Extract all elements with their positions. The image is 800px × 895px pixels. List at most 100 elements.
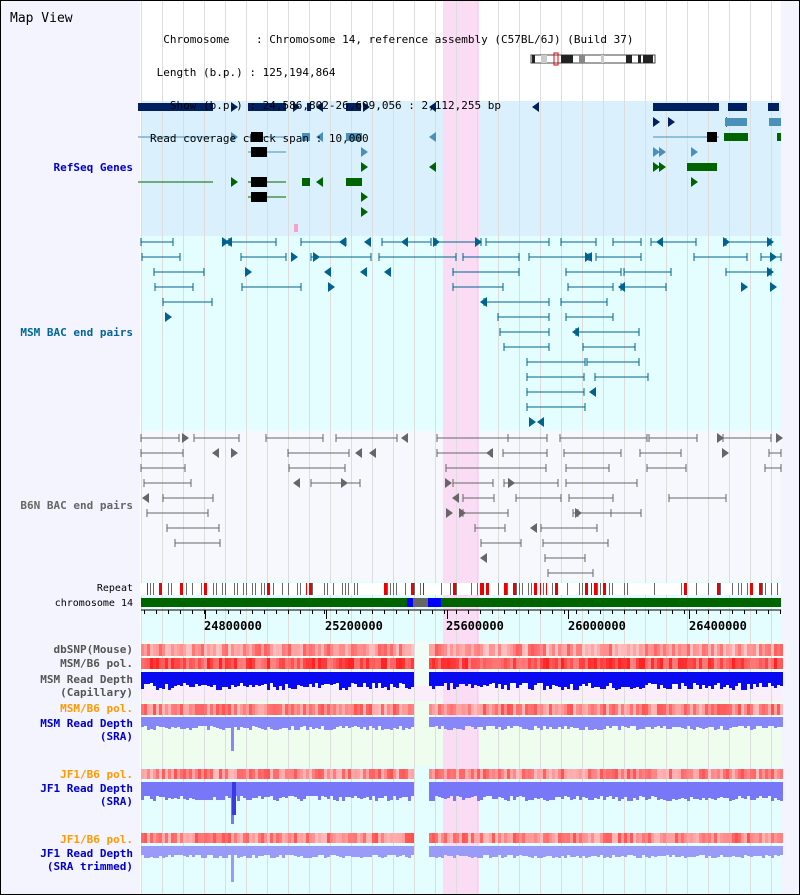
msm-cap-depth-bar [270, 672, 273, 683]
repeat-element [309, 583, 312, 595]
msm-cap-depth-bar [381, 672, 384, 688]
jf1-trim-depth-bar [777, 846, 780, 856]
msm-pol-heat-cell [606, 704, 609, 715]
dbsnp-heat-cell [687, 644, 690, 656]
msm-sra-depth-bar [504, 717, 507, 729]
repeat-element [591, 583, 592, 595]
track-label-jf1-b6-pol-2[interactable]: JF1/B6 pol. [60, 833, 133, 846]
jf1-trim-depth-bar [198, 846, 201, 855]
dbsnp-heat-cell [621, 644, 624, 656]
msm-sra-depth-bar [438, 717, 441, 729]
jf1-pol-heat-cell [276, 833, 279, 843]
jf1-pol-heat-cell [366, 833, 369, 843]
track-label-msm-b6-pol-1[interactable]: MSM/B6 pol. [60, 657, 133, 670]
jf1-pol-heat-cell [570, 769, 573, 779]
jf1-trim-depth-bar [465, 846, 468, 856]
msm-pol-heat-cell [378, 658, 381, 669]
jf1-trim-depth-bar [690, 846, 693, 857]
repeat-element [333, 583, 334, 595]
dbsnp-heat-cell [171, 644, 174, 656]
track-label-jf1-b6-pol-1[interactable]: JF1/B6 pol. [60, 768, 133, 781]
track-label-jf1-depth-sra[interactable]: JF1 Read Depth (SRA) [40, 782, 133, 808]
msm-pol-heat-cell [279, 658, 282, 669]
jf1-pol-heat-cell [621, 769, 624, 779]
repeat-element [201, 583, 202, 595]
dbsnp-heat-cell [606, 644, 609, 656]
track-label-msm-depth-capillary[interactable]: MSM Read Depth (Capillary) [40, 673, 133, 699]
msm-sra-depth-bar [576, 717, 579, 728]
msm-cap-depth-bar [501, 672, 504, 689]
msm-sra-depth-bar [282, 717, 285, 728]
msm-cap-depth-bar [393, 672, 396, 687]
jf1-trim-depth-bar [765, 846, 768, 855]
jf1-pol-heat-cell [441, 769, 444, 779]
jf1-pol-heat-cell [696, 833, 699, 843]
jf1-trim-depth-bar [321, 846, 324, 855]
msm-pol-heat-cell [327, 704, 330, 715]
track-label-jf1-depth-trimmed[interactable]: JF1 Read Depth (SRA trimmed) [40, 847, 133, 873]
msm-pol-heat-cell [774, 704, 777, 715]
msm-pol-heat-cell [207, 704, 210, 715]
repeat-element [396, 583, 397, 595]
msm-cap-depth-bar [696, 672, 699, 685]
msm-sra-depth-bar [429, 717, 432, 727]
jf1-sra-depth-bar [300, 782, 303, 801]
msm-pol-heat-cell [567, 658, 570, 669]
dbsnp-heat-cell [222, 644, 225, 656]
track-label-msm-depth-sra[interactable]: MSM Read Depth (SRA) [40, 717, 133, 743]
msm-cap-depth-bar [234, 672, 237, 687]
msm-pol-heat-cell [429, 658, 432, 669]
jf1-trim-depth-bar [399, 846, 402, 856]
msm-cap-depth-bar [534, 672, 537, 685]
jf1-sra-depth-bar [741, 782, 744, 798]
msm-pol-heat-cell [612, 704, 615, 715]
msm-sra-depth-bar [690, 717, 693, 729]
msm-sra-depth-bar [483, 717, 486, 730]
msm-pol-heat-cell [627, 658, 630, 669]
track-label-msm-bac[interactable]: MSM BAC end pairs [20, 326, 133, 339]
jf1-pol-heat-cell [762, 833, 765, 843]
msm-pol-heat-cell [177, 658, 180, 669]
msm-sra-depth-bar [759, 717, 762, 726]
track-label-refseq-genes[interactable]: RefSeq Genes [53, 161, 133, 174]
jf1-trim-depth-bar [231, 846, 234, 882]
msm-cap-depth-bar [513, 672, 516, 683]
msm-pol-heat-cell [705, 658, 708, 669]
msm-cap-depth-bar [633, 672, 636, 688]
jf1-sra-depth-bar [189, 782, 192, 798]
msm-pol-heat-cell [249, 704, 252, 715]
jf1-sra-depth-bar [321, 782, 324, 796]
jf1-sra-depth-bar [540, 782, 543, 798]
jf1-pol-heat-cell [546, 833, 549, 843]
msm-pol-heat-cell [579, 704, 582, 715]
jf1-trim-depth-bar [444, 846, 447, 855]
arrow-icon [341, 478, 348, 488]
msm-sra-depth-bar [210, 717, 213, 726]
msm-pol-heat-cell [522, 704, 525, 715]
jf1-pol-heat-cell [168, 769, 171, 779]
jf1-trim-depth-bar [348, 846, 351, 856]
dbsnp-heat-cell [720, 644, 723, 656]
jf1-pol-heat-cell [780, 769, 783, 779]
track-label-dbsnp[interactable]: dbSNP(Mouse) [53, 643, 133, 656]
jf1-pol-heat-cell [771, 833, 774, 843]
arrow-icon [537, 417, 544, 427]
dbsnp-heat-cell [333, 644, 336, 656]
jf1-sra-depth-bar [555, 782, 558, 797]
jf1-pol-heat-cell [174, 769, 177, 779]
msm-pol-heat-cell [486, 704, 489, 715]
jf1-sra-depth-bar [342, 782, 345, 801]
jf1-pol-heat-cell [273, 833, 276, 843]
jf1-trim-depth-bar [756, 846, 759, 856]
jf1-sra-depth-bar [474, 782, 477, 796]
track-label-b6n-bac[interactable]: B6N BAC end pairs [20, 499, 133, 512]
gene-block [307, 103, 311, 111]
dbsnp-heat-cell [279, 644, 282, 656]
msm-cap-depth-bar [585, 672, 588, 686]
track-label-chromosome: chromosome 14 [54, 598, 133, 609]
track-label-msm-b6-pol-2[interactable]: MSM/B6 pol. [60, 702, 133, 715]
msm-cap-depth-bar [150, 672, 153, 683]
msm-cap-depth-bar [693, 672, 696, 683]
jf1-trim-depth-bar [195, 846, 198, 855]
